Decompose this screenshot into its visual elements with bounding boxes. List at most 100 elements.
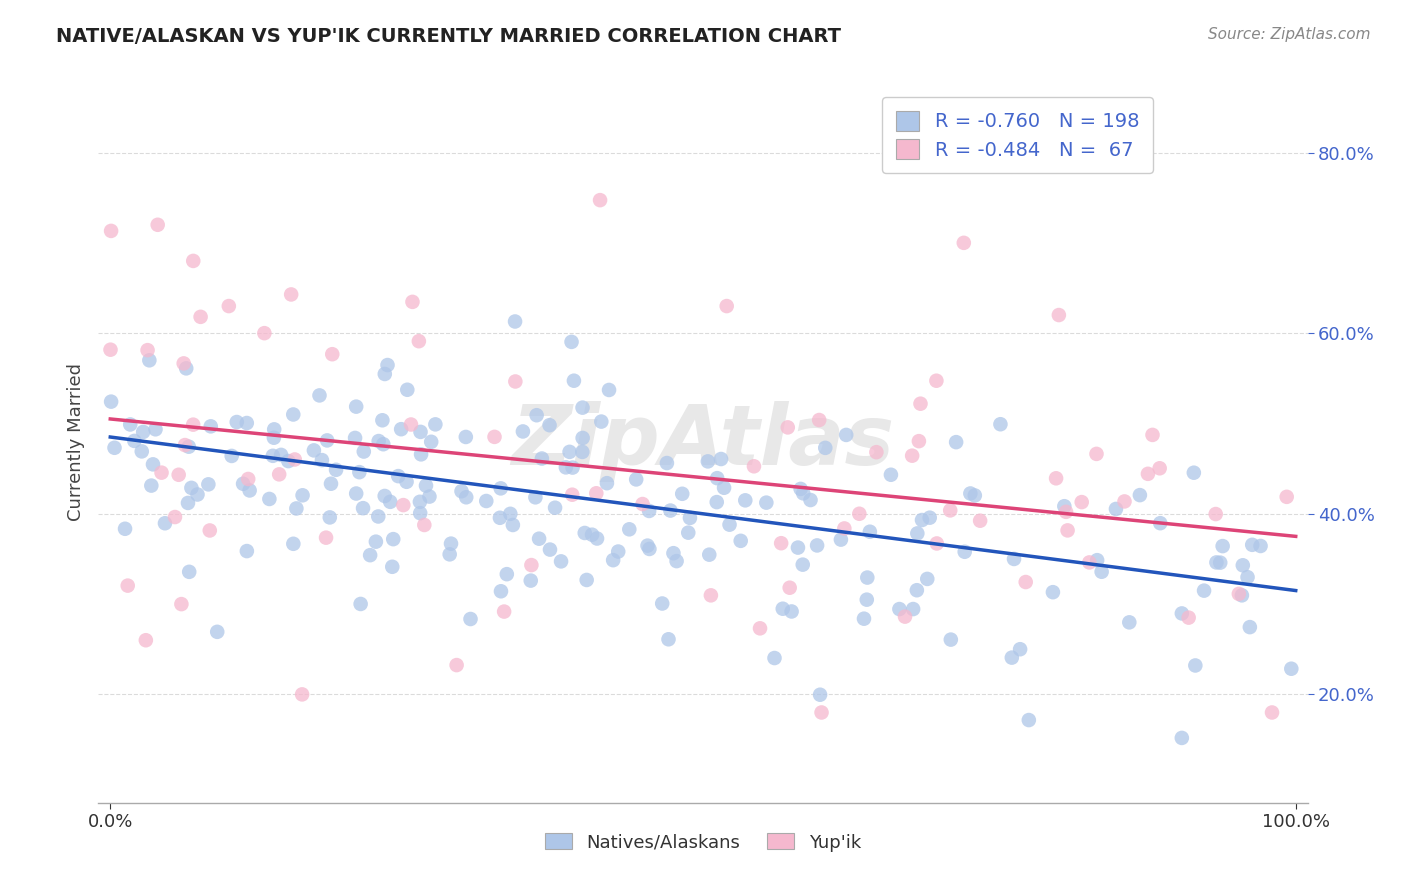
Point	[1047, 308, 1070, 322]
Point	[503, 314, 526, 328]
Point	[409, 495, 432, 509]
Point	[602, 553, 624, 567]
Point	[399, 417, 422, 432]
Point	[834, 521, 856, 535]
Point	[939, 632, 962, 647]
Point	[806, 538, 828, 552]
Point	[489, 510, 512, 524]
Point	[657, 632, 679, 647]
Point	[349, 465, 371, 479]
Point	[505, 375, 527, 389]
Point	[495, 567, 517, 582]
Point	[1085, 553, 1108, 567]
Point	[186, 487, 208, 501]
Point	[120, 417, 142, 432]
Point	[755, 495, 778, 509]
Point	[344, 431, 367, 445]
Point	[270, 448, 292, 462]
Point	[554, 460, 576, 475]
Point	[142, 458, 165, 472]
Point	[678, 525, 700, 540]
Point	[198, 524, 221, 538]
Point	[239, 483, 262, 498]
Point	[1045, 471, 1067, 485]
Point	[280, 287, 302, 301]
Point	[908, 434, 931, 449]
Point	[1149, 461, 1171, 475]
Point	[519, 574, 541, 588]
Point	[865, 445, 887, 459]
Point	[776, 420, 799, 434]
Point	[1142, 428, 1164, 442]
Point	[716, 299, 738, 313]
Point	[742, 459, 765, 474]
Point	[146, 218, 169, 232]
Point	[353, 444, 375, 458]
Point	[502, 518, 524, 533]
Point	[700, 588, 723, 602]
Point	[889, 602, 911, 616]
Point	[1002, 552, 1025, 566]
Text: ZipAtlas: ZipAtlas	[512, 401, 894, 482]
Point	[285, 501, 308, 516]
Point	[117, 579, 139, 593]
Point	[319, 510, 342, 524]
Point	[262, 449, 284, 463]
Point	[389, 422, 412, 436]
Point	[263, 422, 285, 436]
Point	[197, 477, 219, 491]
Point	[586, 532, 609, 546]
Point	[665, 554, 688, 568]
Point	[910, 397, 932, 411]
Point	[1118, 615, 1140, 630]
Point	[814, 441, 837, 455]
Point	[1209, 556, 1232, 570]
Point	[1149, 516, 1171, 531]
Point	[918, 510, 941, 524]
Point	[1114, 494, 1136, 508]
Point	[263, 431, 285, 445]
Point	[859, 524, 882, 539]
Point	[374, 489, 396, 503]
Point	[581, 527, 603, 541]
Point	[302, 443, 325, 458]
Point	[526, 408, 548, 422]
Point	[401, 294, 423, 309]
Point	[561, 460, 583, 475]
Point	[1230, 588, 1253, 602]
Point	[460, 612, 482, 626]
Point	[734, 493, 756, 508]
Point	[135, 633, 157, 648]
Point	[1001, 650, 1024, 665]
Point	[696, 454, 718, 468]
Point	[179, 565, 201, 579]
Point	[799, 493, 821, 508]
Point	[925, 536, 948, 550]
Point	[236, 416, 259, 430]
Point	[631, 497, 654, 511]
Point	[277, 454, 299, 468]
Point	[1261, 706, 1284, 720]
Point	[512, 425, 534, 439]
Point	[408, 334, 430, 348]
Point	[1129, 488, 1152, 502]
Point	[558, 445, 581, 459]
Point	[415, 478, 437, 492]
Point	[710, 452, 733, 467]
Point	[1239, 620, 1261, 634]
Point	[945, 435, 967, 450]
Point	[1205, 507, 1227, 521]
Point	[1232, 558, 1254, 573]
Point	[221, 449, 243, 463]
Point	[364, 534, 387, 549]
Point	[1136, 467, 1159, 481]
Point	[1105, 502, 1128, 516]
Point	[901, 602, 924, 616]
Point	[953, 545, 976, 559]
Point	[425, 417, 447, 432]
Point	[679, 511, 702, 525]
Point	[1018, 713, 1040, 727]
Point	[291, 488, 314, 502]
Point	[706, 471, 728, 485]
Point	[141, 478, 163, 492]
